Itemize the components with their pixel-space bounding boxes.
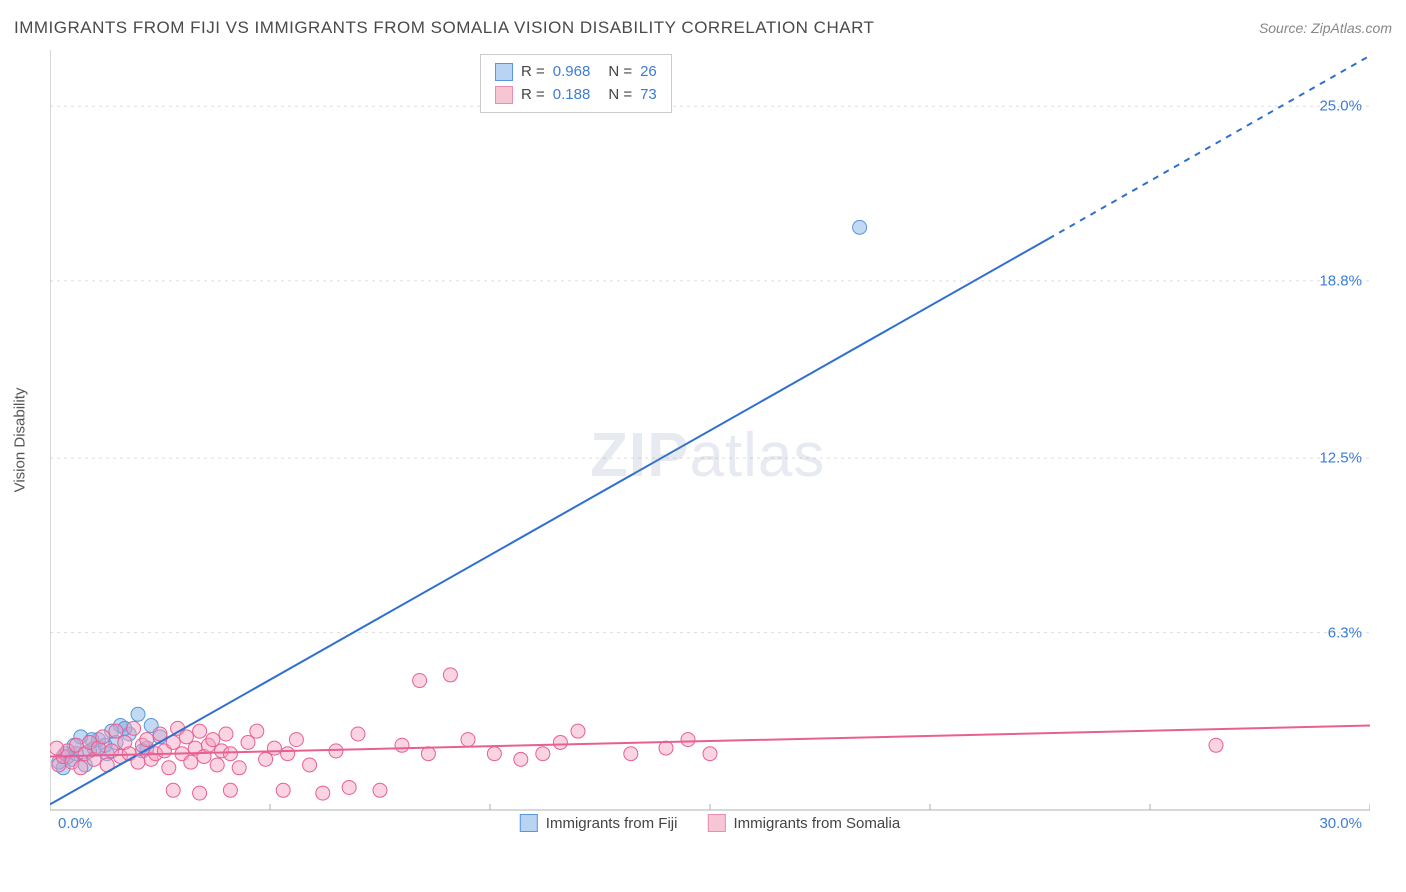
legend-swatch [495,63,513,81]
data-point [681,733,695,747]
r-label: R = [521,61,545,84]
data-point [443,668,457,682]
data-point [131,707,145,721]
data-point [166,783,180,797]
trend-line-extrapolated [1049,56,1370,239]
legend-item: Immigrants from Fiji [520,814,678,832]
source-prefix: Source: [1259,20,1311,36]
data-point [853,220,867,234]
chart-title: IMMIGRANTS FROM FIJI VS IMMIGRANTS FROM … [14,18,874,38]
data-point [1209,738,1223,752]
data-point [461,733,475,747]
r-value: 0.188 [553,84,591,107]
data-point [351,727,365,741]
scatter-plot-svg [50,50,1370,830]
data-point [140,733,154,747]
data-point [50,741,64,755]
n-label: N = [608,84,632,107]
data-point [162,761,176,775]
data-point [223,783,237,797]
data-point [703,747,717,761]
data-point [421,747,435,761]
x-axis-min-label: 0.0% [58,815,92,832]
stat-legend-row: R = 0.968 N = 26 [495,61,657,84]
legend-swatch [707,814,725,832]
data-point [219,727,233,741]
chart-area: Vision Disability ZIPatlas R =0.968N =26… [50,50,1370,830]
data-point [184,755,198,769]
data-point [232,761,246,775]
chart-header: IMMIGRANTS FROM FIJI VS IMMIGRANTS FROM … [14,18,1392,38]
data-point [289,733,303,747]
trend-line [50,239,1049,805]
data-point [487,747,501,761]
statistics-legend: R = 0.968 N = 26 R = 0.188 N = 73 [480,54,672,113]
r-value: 0.968 [553,61,591,84]
source-attribution: Source: ZipAtlas.com [1259,20,1392,36]
data-point [74,761,88,775]
data-point [193,724,207,738]
n-label: N = [608,61,632,84]
data-point [281,747,295,761]
data-point [536,747,550,761]
legend-item: Immigrants from Somalia [707,814,900,832]
data-point [571,724,585,738]
n-value: 26 [640,61,657,84]
legend-label: Immigrants from Fiji [546,815,678,832]
data-point [413,674,427,688]
n-value: 73 [640,84,657,107]
y-axis-label: Vision Disability [12,388,29,493]
data-point [373,783,387,797]
r-label: R = [521,84,545,107]
data-point [624,747,638,761]
source-name: ZipAtlas.com [1311,20,1392,36]
x-axis-max-label: 30.0% [1319,815,1362,832]
data-point [127,721,141,735]
data-point [223,747,237,761]
data-point [96,730,110,744]
data-point [553,735,567,749]
data-point [250,724,264,738]
data-point [303,758,317,772]
stat-legend-row: R = 0.188 N = 73 [495,84,657,107]
legend-label: Immigrants from Somalia [733,815,900,832]
y-tick-label: 25.0% [1319,98,1362,115]
data-point [342,780,356,794]
data-point [276,783,290,797]
series-legend: Immigrants from Fiji Immigrants from Soma… [520,814,900,832]
data-point [514,752,528,766]
y-tick-label: 6.3% [1328,624,1362,641]
data-point [193,786,207,800]
y-tick-label: 18.8% [1319,272,1362,289]
legend-swatch [520,814,538,832]
legend-swatch [495,86,513,104]
y-tick-label: 12.5% [1319,450,1362,467]
data-point [395,738,409,752]
data-point [267,741,281,755]
data-point [316,786,330,800]
data-point [210,758,224,772]
